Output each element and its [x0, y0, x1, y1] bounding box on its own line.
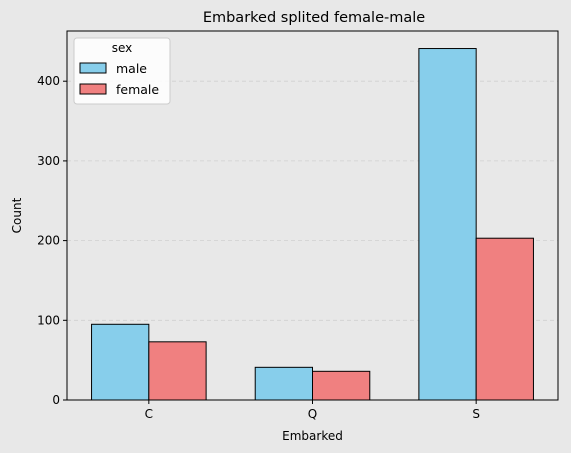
y-axis-label: Count	[10, 197, 24, 233]
bar-male-S	[418, 48, 477, 401]
legend-swatch-male	[79, 62, 107, 74]
y-tick-label: 200	[37, 234, 60, 248]
legend-swatch-female	[79, 83, 107, 95]
x-tick-label: S	[472, 407, 480, 421]
x-tick-label: C	[145, 407, 153, 421]
y-tick-label: 100	[37, 313, 60, 327]
y-tick-label: 400	[37, 74, 60, 88]
chart-title: Embarked splited female-male	[203, 10, 425, 26]
x-tick-label: Q	[308, 407, 317, 421]
bar-female-S	[475, 237, 534, 401]
y-tick-label: 300	[37, 154, 60, 168]
legend-title: sex	[112, 41, 133, 55]
bar-female-C	[148, 341, 207, 401]
y-axis-ticks: 0 100 200 300 400	[37, 74, 67, 407]
bars	[91, 48, 534, 401]
legend-label-male: male	[116, 61, 147, 76]
y-tick-label: 0	[52, 393, 60, 407]
legend-label-female: female	[116, 82, 159, 97]
bar-male-C	[91, 323, 150, 401]
legend: sex male female	[73, 37, 171, 105]
bar-female-Q	[312, 370, 371, 401]
bar-male-Q	[254, 366, 313, 401]
x-axis-label: Embarked	[282, 429, 343, 443]
